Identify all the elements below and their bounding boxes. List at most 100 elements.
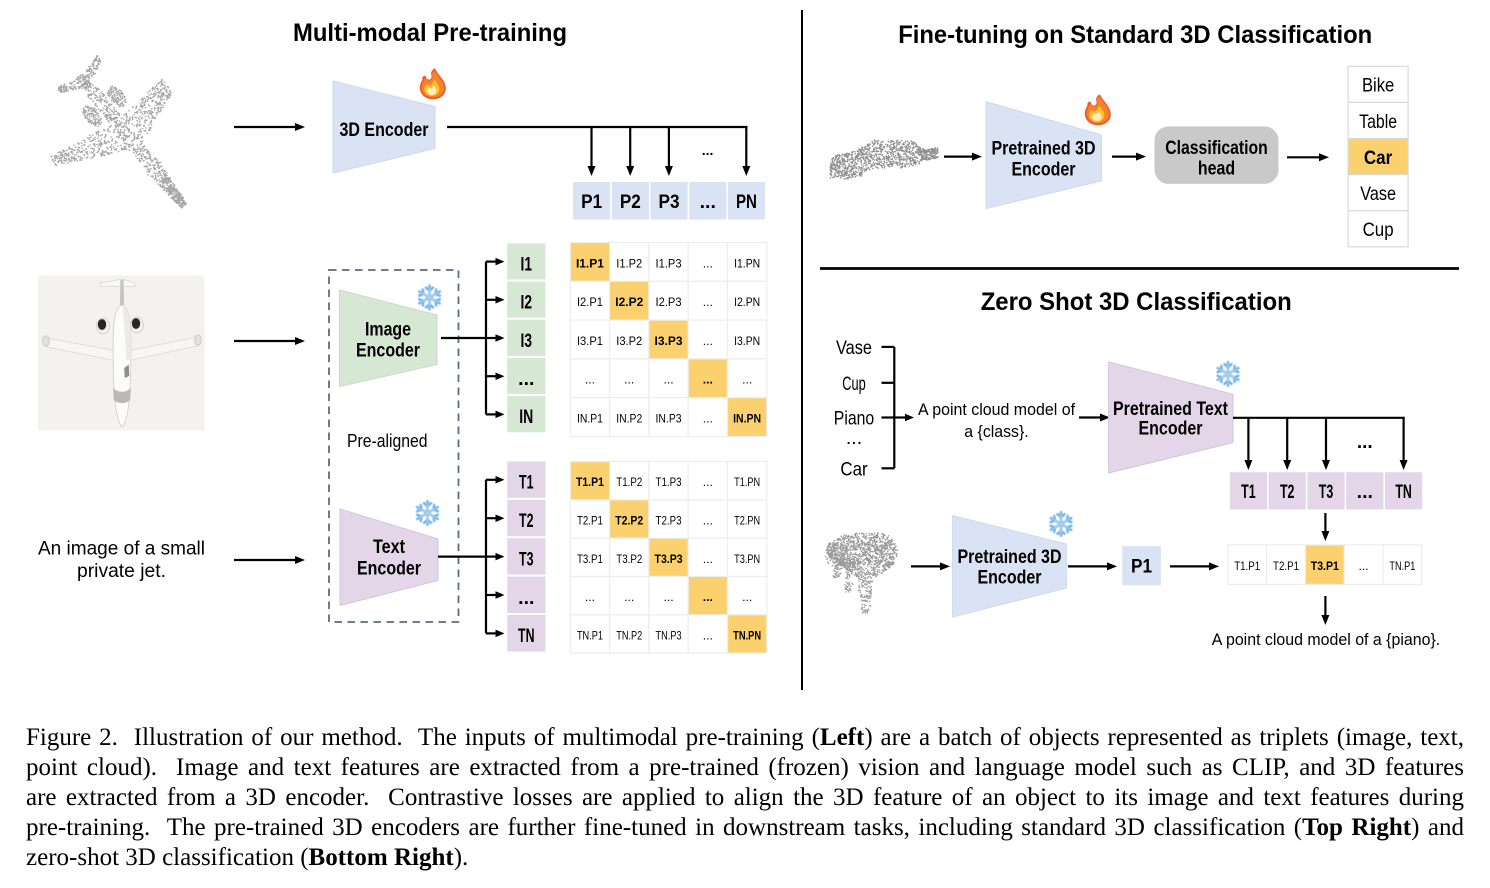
svg-text:...: ... [703, 475, 713, 489]
svg-text:Car: Car [840, 458, 868, 480]
svg-text:I3.PN: I3.PN [734, 334, 760, 348]
svg-text:Pretrained Text: Pretrained Text [1113, 398, 1228, 420]
svg-text:T2: T2 [519, 510, 534, 532]
svg-text:Encoder: Encoder [1012, 159, 1076, 181]
svg-text:T2.P3: T2.P3 [656, 513, 682, 527]
svg-text:Piano: Piano [834, 408, 875, 430]
svg-text:Multi-modal Pre-training: Multi-modal Pre-training [293, 19, 567, 47]
svg-text:A point cloud model of: A point cloud model of [918, 400, 1075, 419]
svg-text:Encoder: Encoder [978, 567, 1042, 589]
svg-text:...: ... [1357, 481, 1373, 503]
svg-text:T3.P2: T3.P2 [616, 552, 642, 566]
svg-text:I2: I2 [521, 292, 533, 314]
svg-text:Cup: Cup [1363, 219, 1394, 241]
svg-text:I1.P1: I1.P1 [576, 256, 604, 270]
svg-text:...: ... [703, 513, 713, 527]
svg-text:T1: T1 [519, 472, 534, 494]
svg-text:T2.P2: T2.P2 [615, 513, 643, 527]
svg-text:Vase: Vase [836, 337, 872, 359]
svg-text:3D Encoder: 3D Encoder [340, 119, 429, 141]
svg-text:Car: Car [1364, 147, 1393, 169]
svg-text:T1.P1: T1.P1 [576, 475, 604, 489]
svg-text:I2.P2: I2.P2 [615, 295, 643, 309]
svg-text:I3.P3: I3.P3 [655, 334, 683, 348]
svg-text:Zero Shot 3D Classification: Zero Shot 3D Classification [981, 288, 1292, 316]
svg-text:...: ... [846, 427, 862, 449]
svg-text:...: ... [703, 590, 713, 604]
svg-text:...: ... [518, 368, 534, 390]
svg-text:...: ... [700, 191, 716, 213]
svg-text:...: ... [624, 373, 634, 387]
svg-text:private jet.: private jet. [77, 560, 166, 582]
svg-text:I2.P3: I2.P3 [656, 295, 682, 309]
svg-text:head: head [1198, 158, 1235, 180]
svg-text:IN.PN: IN.PN [733, 412, 761, 426]
svg-text:T1.P1: T1.P1 [1234, 559, 1260, 573]
svg-text:P2: P2 [620, 191, 641, 213]
svg-text:T3: T3 [1319, 481, 1334, 503]
svg-text:Encoder: Encoder [1139, 418, 1203, 440]
svg-text:...: ... [663, 373, 673, 387]
svg-text:T2.PN: T2.PN [734, 513, 760, 527]
svg-text:P1: P1 [581, 191, 602, 213]
svg-text:IN.P1: IN.P1 [577, 412, 603, 426]
svg-text:Pretrained 3D: Pretrained 3D [992, 138, 1096, 160]
svg-text:PN: PN [736, 191, 757, 213]
svg-text:...: ... [1359, 559, 1369, 573]
svg-text:Text: Text [373, 536, 405, 558]
svg-text:I1.PN: I1.PN [734, 256, 760, 270]
svg-text:Encoder: Encoder [356, 340, 420, 362]
svg-text:T2: T2 [1280, 481, 1295, 503]
svg-text:...: ... [703, 628, 713, 642]
svg-text:Pre-aligned: Pre-aligned [347, 431, 428, 451]
svg-text:Bike: Bike [1362, 75, 1394, 97]
svg-text:T2.P1: T2.P1 [1273, 559, 1299, 573]
svg-text:IN: IN [519, 406, 533, 428]
svg-text:Encoder: Encoder [357, 558, 421, 580]
svg-text:I2.P1: I2.P1 [577, 295, 603, 309]
svg-text:TN.P3: TN.P3 [656, 628, 682, 642]
svg-text:An image of a small: An image of a small [38, 538, 205, 560]
svg-text:A point cloud model of a {pian: A point cloud model of a {piano}. [1212, 630, 1440, 649]
svg-text:TN: TN [518, 625, 535, 647]
svg-text:TN.P1: TN.P1 [577, 628, 603, 642]
svg-text:TN: TN [1395, 481, 1412, 503]
svg-text:Vase: Vase [1360, 183, 1396, 205]
svg-text:a {class}.: a {class}. [964, 422, 1028, 441]
svg-text:...: ... [624, 590, 634, 604]
svg-text:I1.P2: I1.P2 [616, 256, 642, 270]
svg-text:TN.PN: TN.PN [733, 628, 761, 642]
svg-text:IN.P2: IN.P2 [616, 412, 642, 426]
svg-text:T3.P1: T3.P1 [1311, 559, 1339, 573]
svg-text:P3: P3 [659, 191, 680, 213]
svg-text:...: ... [585, 590, 595, 604]
svg-text:P1: P1 [1131, 556, 1152, 578]
svg-text:...: ... [703, 412, 713, 426]
svg-text:T1.PN: T1.PN [734, 475, 760, 489]
svg-text:T1.P3: T1.P3 [656, 475, 682, 489]
svg-text:T1: T1 [1241, 481, 1256, 503]
svg-text:...: ... [1357, 432, 1373, 453]
svg-text:...: ... [663, 590, 673, 604]
svg-text:...: ... [585, 373, 595, 387]
svg-text:T1.P2: T1.P2 [616, 475, 642, 489]
svg-text:T3.PN: T3.PN [734, 552, 760, 566]
svg-text:...: ... [703, 295, 713, 309]
svg-text:TN.P2: TN.P2 [616, 628, 642, 642]
svg-text:...: ... [742, 373, 752, 387]
svg-text:I3.P1: I3.P1 [577, 334, 603, 348]
svg-text:I2.PN: I2.PN [734, 295, 760, 309]
svg-text:...: ... [702, 142, 714, 158]
svg-text:Classification: Classification [1165, 137, 1268, 159]
svg-text:T3.P1: T3.P1 [577, 552, 603, 566]
svg-text:IN.P3: IN.P3 [656, 412, 682, 426]
svg-text:I3.P2: I3.P2 [616, 334, 642, 348]
svg-text:Cup: Cup [842, 373, 866, 395]
svg-text:...: ... [742, 590, 752, 604]
svg-text:...: ... [703, 552, 713, 566]
svg-text:TN.P1: TN.P1 [1389, 559, 1415, 573]
svg-text:I1: I1 [521, 253, 533, 275]
svg-text:T3.P3: T3.P3 [655, 552, 683, 566]
svg-text:...: ... [703, 373, 713, 387]
svg-text:T2.P1: T2.P1 [577, 513, 603, 527]
